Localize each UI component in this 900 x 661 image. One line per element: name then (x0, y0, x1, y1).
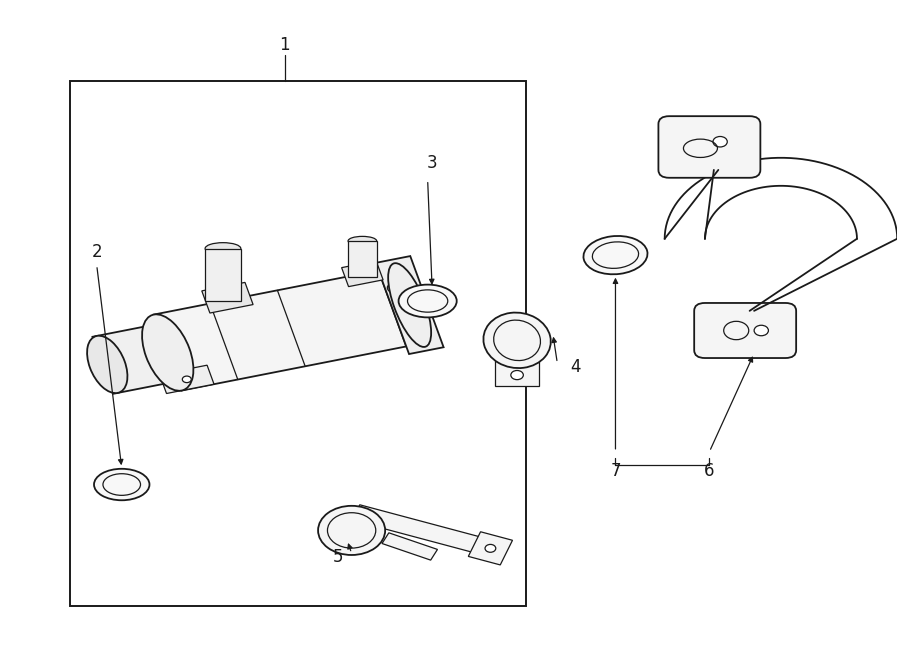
Ellipse shape (483, 313, 551, 368)
Ellipse shape (388, 263, 431, 347)
Polygon shape (348, 241, 377, 277)
Text: 1: 1 (279, 36, 290, 54)
Ellipse shape (485, 545, 496, 553)
Text: 3: 3 (427, 155, 437, 173)
Ellipse shape (348, 237, 377, 245)
FancyBboxPatch shape (694, 303, 796, 358)
Ellipse shape (387, 283, 400, 293)
Polygon shape (154, 270, 406, 391)
Bar (495, 362, 539, 386)
Polygon shape (375, 256, 444, 354)
Text: 7: 7 (610, 463, 621, 481)
Polygon shape (202, 282, 253, 313)
Polygon shape (205, 249, 241, 301)
Ellipse shape (205, 243, 241, 254)
Ellipse shape (713, 136, 727, 147)
Polygon shape (342, 261, 383, 287)
Ellipse shape (87, 336, 128, 393)
Polygon shape (159, 365, 214, 393)
Polygon shape (352, 505, 494, 556)
Ellipse shape (94, 469, 149, 500)
Text: 4: 4 (570, 358, 580, 375)
Ellipse shape (583, 236, 647, 274)
Ellipse shape (142, 315, 194, 391)
FancyBboxPatch shape (659, 116, 760, 178)
Polygon shape (468, 531, 512, 565)
Ellipse shape (183, 376, 192, 383)
Ellipse shape (754, 325, 769, 336)
Text: 2: 2 (92, 243, 102, 261)
Ellipse shape (399, 285, 456, 317)
Ellipse shape (318, 506, 385, 555)
Polygon shape (93, 323, 183, 394)
Text: 6: 6 (704, 463, 715, 481)
Text: 5: 5 (333, 547, 344, 566)
Bar (70, 81, 526, 605)
Ellipse shape (511, 370, 523, 379)
Polygon shape (382, 533, 437, 560)
